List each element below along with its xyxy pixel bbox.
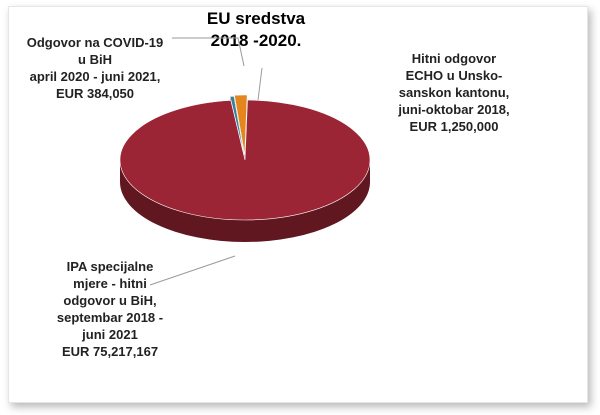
pie-slice-echo (234, 94, 248, 156)
pie-slice-covid (229, 95, 245, 157)
slice-label-line: septembar 2018 - (56, 310, 164, 325)
pie-slice-side-ipa (120, 160, 370, 242)
leader-lines (149, 37, 263, 286)
slice-label-line: april 2020 - juni 2021, (29, 69, 161, 84)
slice-label-line: Hitni odgovor (411, 51, 497, 66)
leader-line-ipa (149, 255, 236, 286)
leader-line-covid (172, 37, 245, 67)
slice-label-line: EUR 384,050 (55, 86, 135, 101)
slice-label-echo: Hitni odgovor ECHO u Unsko- sanskon kant… (374, 50, 534, 135)
chart-title: EU sredstva 2018 -2020. (176, 8, 336, 52)
pie-top-layer (119, 94, 371, 221)
pie-slice-ipa (119, 99, 371, 221)
slice-label-line: sanskon kantonu, (398, 85, 510, 100)
slice-label-ipa: IPA specijalne mjere - hitni odgovor u B… (34, 258, 186, 360)
slice-label-line: mjere - hitni (73, 276, 147, 291)
leader-line-echo (257, 67, 263, 101)
chart-title-line-2: 2018 -2020. (210, 31, 302, 50)
slice-label-covid: Odgovor na COVID-19 u BiH april 2020 - j… (16, 34, 174, 102)
slice-label-line: EUR 75,217,167 (61, 344, 159, 359)
slice-label-line: juni 2021 (82, 327, 138, 342)
slice-label-line: ECHO u Unsko- (405, 68, 503, 83)
slice-label-line: Odgovor na COVID-19 (26, 35, 164, 50)
slice-label-line: juni-oktobar 2018, (398, 102, 510, 117)
slice-label-line: EUR 1,250,000 (409, 119, 499, 134)
slice-label-line: IPA specijalne (66, 259, 154, 274)
slice-label-line: u BiH (78, 52, 112, 67)
chart-title-line-1: EU sredstva (206, 9, 306, 28)
slice-label-line: odgovor u BiH, (63, 293, 157, 308)
